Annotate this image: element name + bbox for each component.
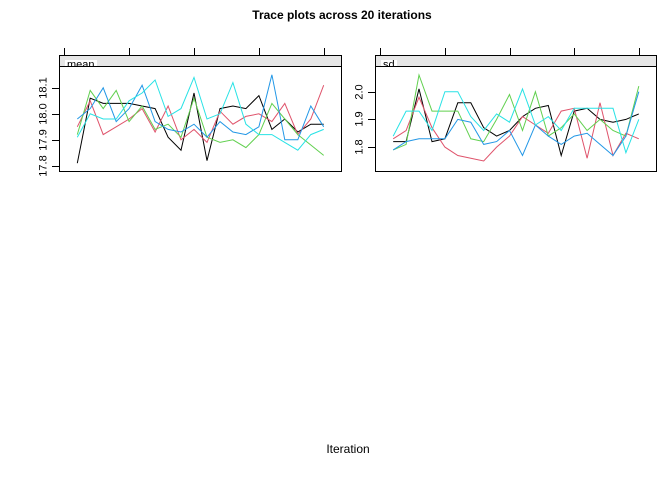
y-axis-tick (52, 140, 59, 141)
x-axis-tick (445, 48, 446, 55)
trace-line-sd-chain-3 (393, 73, 640, 151)
x-axis-tick (380, 48, 381, 55)
y-axis-tick (52, 114, 59, 115)
trace-line-sd-chain-2 (392, 95, 639, 162)
x-axis-tick (510, 48, 511, 55)
x-axis-tick (259, 48, 260, 55)
y-axis-tick-label: 18.1 (37, 77, 50, 99)
y-axis-tick-label: 18.0 (37, 103, 50, 125)
y-axis-tick-label: 2.0 (353, 84, 366, 100)
x-axis-tick (574, 48, 575, 55)
trace-line-mean-chain-4 (76, 74, 325, 141)
panel-strip-label-sd: sd (381, 59, 397, 71)
y-axis-tick (52, 88, 59, 89)
trace-line-sd-chain-1 (393, 88, 639, 158)
trace-line-sd-chain-4 (392, 91, 640, 157)
figure-title: Trace plots across 20 iterations (252, 8, 432, 22)
trace-line-mean-chain-2 (76, 85, 325, 144)
x-axis-tick (194, 48, 195, 55)
trace-line-mean-chain-5 (76, 75, 324, 151)
y-axis-tick (52, 166, 59, 167)
panel-strip-label-mean: mean (65, 59, 97, 71)
trace-line-mean-chain-3 (76, 89, 325, 156)
y-axis-tick-label: 17.8 (37, 155, 50, 177)
y-axis-tick (368, 92, 375, 93)
trace-line-mean-chain-1 (76, 92, 324, 164)
x-axis-tick (129, 48, 130, 55)
trace-lines-sd (392, 73, 640, 162)
trace-line-sd-chain-5 (392, 87, 640, 155)
y-axis-tick-label: 1.9 (353, 111, 366, 127)
x-axis-tick (64, 48, 65, 55)
x-axis-label: Iteration (326, 442, 370, 456)
trace-lines-mean (76, 74, 325, 164)
x-axis-tick (639, 48, 640, 55)
x-axis-tick (324, 48, 325, 55)
y-axis-tick (368, 147, 375, 148)
y-axis-tick-label: 17.9 (37, 129, 50, 151)
y-axis-tick (368, 119, 375, 120)
y-axis-tick-label: 1.8 (353, 139, 366, 155)
